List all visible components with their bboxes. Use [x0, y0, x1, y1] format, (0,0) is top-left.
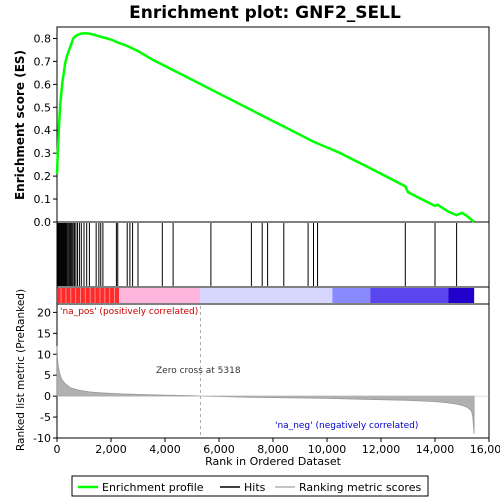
heatmap-segment: [448, 288, 475, 303]
es-y-axis: 0.0 0.1 0.2 0.3 0.4 0.5 0.6 0.7 0.8: [34, 32, 57, 229]
metric-tick-label: 15: [37, 327, 51, 340]
heatmap-segment: [370, 288, 449, 303]
x-tick-label: 0: [54, 443, 61, 456]
zero-cross-label: Zero cross at 5318: [156, 366, 241, 376]
x-tick-label: 12,000: [362, 443, 401, 456]
x-tick-label: 4,000: [149, 443, 181, 456]
metric-tick-label: 20: [37, 306, 51, 319]
es-tick-label: 0.0: [34, 216, 52, 229]
es-tick-label: 0.3: [34, 147, 52, 160]
enrichment-profile-line: [55, 32, 475, 223]
es-tick-label: 0.5: [34, 101, 52, 114]
metric-tick-label: 10: [37, 348, 51, 361]
x-tick-label: 10,000: [308, 443, 347, 456]
es-tick-label: 0.2: [34, 170, 52, 183]
metric-tick-label: -10: [33, 432, 51, 445]
neg-correlated-label: 'na_neg' (negatively correlated): [275, 421, 418, 431]
es-tick-label: 0.7: [34, 55, 52, 68]
metric-tick-label: 5: [44, 369, 51, 382]
x-tick-label: 16,000: [470, 443, 500, 456]
x-tick-label: 14,000: [416, 443, 455, 456]
hits-layer: [57, 223, 458, 286]
x-tick-label: 2,000: [95, 443, 127, 456]
es-y-axis-label: Enrichment score (ES): [13, 50, 27, 200]
es-panel: [56, 26, 490, 223]
legend: Enrichment profile Hits Ranking metric s…: [71, 475, 429, 497]
es-tick-label: 0.4: [34, 124, 52, 137]
x-tick-label: 8,000: [257, 443, 289, 456]
legend-label-enrichment: Enrichment profile: [102, 481, 204, 494]
legend-box: [71, 475, 429, 497]
heatmap-layer: [57, 288, 475, 303]
legend-label-metric: Ranking metric scores: [299, 481, 421, 494]
metric-y-axis-label: Ranked list metric (PreRanked): [15, 289, 27, 451]
metric-tick-label: -5: [40, 411, 51, 424]
chart-title: Enrichment plot: GNF2_SELL: [129, 3, 401, 23]
legend-label-hits: Hits: [244, 481, 266, 494]
x-axis: 0 2,000 4,000 6,000 8,000 10,000 12,000 14,000 1…: [54, 438, 500, 456]
heatmap-segment: [332, 288, 371, 303]
x-axis-label: Rank in Ordered Dataset: [205, 455, 342, 468]
metric-tick-label: 0: [44, 390, 51, 403]
es-tick-label: 0.8: [34, 32, 52, 45]
es-tick-label: 0.6: [34, 78, 52, 91]
heatmap-segment: [200, 288, 333, 303]
heatmap-segment: [57, 288, 120, 303]
es-tick-label: 0.1: [34, 193, 52, 206]
pos-correlated-label: 'na_pos' (positively correlated): [60, 307, 198, 317]
metric-panel: [56, 303, 490, 439]
metric-y-axis: -10 -5 0 5 10 15 20: [33, 306, 57, 445]
es-line-layer: [55, 32, 475, 223]
x-tick-label: 6,000: [203, 443, 235, 456]
heatmap-segment: [119, 288, 201, 303]
metric-layer: [56, 306, 489, 436]
hits-panel: [56, 221, 490, 288]
